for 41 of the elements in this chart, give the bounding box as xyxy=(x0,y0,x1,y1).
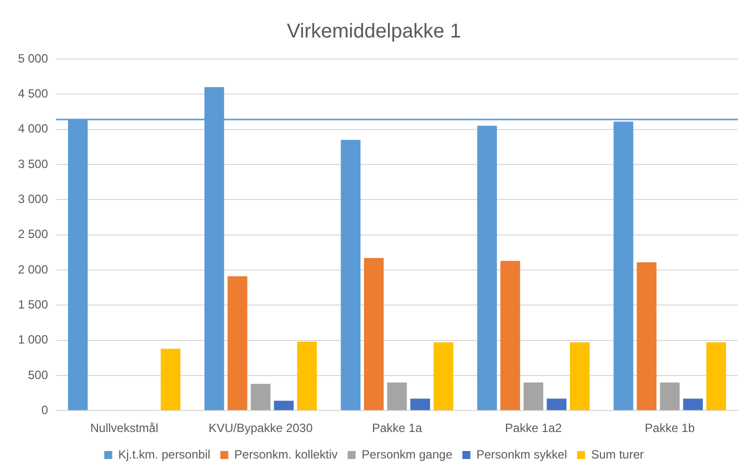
bar xyxy=(434,342,454,410)
x-tick-label: Pakke 1a xyxy=(372,421,422,436)
bar xyxy=(706,342,726,410)
y-tick-label: 2 000 xyxy=(18,262,48,276)
bar xyxy=(160,348,180,410)
bar xyxy=(500,260,520,410)
chart-title: Virkemiddelpakke 1 xyxy=(286,20,462,43)
y-tick-label: 4 000 xyxy=(18,122,48,136)
y-tick-label: 1 500 xyxy=(18,297,48,312)
legend-label: Personkm sykkel xyxy=(476,447,568,462)
y-tick-label: 500 xyxy=(28,368,48,382)
legend-label: Sum turer xyxy=(591,447,644,462)
y-tick-label: 4 500 xyxy=(18,86,48,100)
bar xyxy=(524,382,544,410)
bar xyxy=(410,398,430,410)
bar xyxy=(274,400,294,410)
bar xyxy=(340,140,360,410)
y-tick-label: 3 000 xyxy=(18,192,48,206)
bar xyxy=(297,342,317,410)
bar xyxy=(250,384,270,410)
legend-label: Kj.t.km. personbil xyxy=(118,447,210,462)
x-tick-label: Pakke 1a2 xyxy=(505,421,562,436)
bar xyxy=(570,342,590,410)
y-tick-label: 0 xyxy=(41,402,48,417)
bar xyxy=(660,382,680,410)
x-tick-label: Nullvekstmål xyxy=(90,421,158,436)
y-tick-label: 1 000 xyxy=(18,332,48,347)
x-tick-label: Pakke 1b xyxy=(644,421,696,436)
bar xyxy=(546,398,566,410)
legend-label: Personkm. kollektiv xyxy=(234,447,338,462)
bar xyxy=(387,382,407,410)
x-tick-label: KVU/Bypakke 2030 xyxy=(208,421,313,436)
y-tick-label: 5 000 xyxy=(18,51,48,66)
bar xyxy=(228,276,248,410)
y-tick-label: 2 500 xyxy=(18,227,48,242)
bar xyxy=(683,398,703,410)
legend-label: Personkm gange xyxy=(362,447,453,462)
bar xyxy=(636,262,656,410)
bar xyxy=(477,126,497,410)
y-tick-label: 3 500 xyxy=(18,156,48,171)
bar xyxy=(364,258,384,410)
